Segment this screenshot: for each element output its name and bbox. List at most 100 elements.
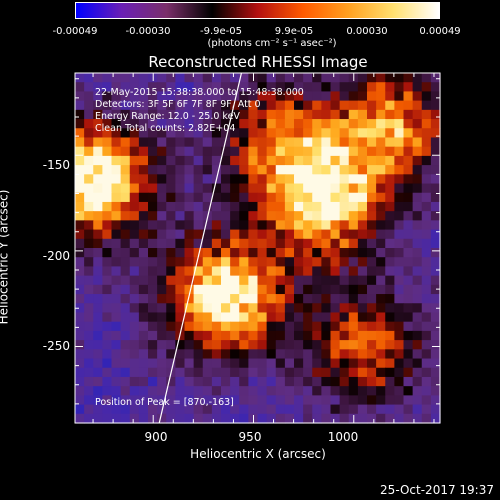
heatmap-cell xyxy=(321,413,332,424)
heatmap-cell xyxy=(148,146,158,157)
heatmap-cell xyxy=(248,312,259,323)
heatmap-cell xyxy=(367,82,377,93)
heatmap-cell xyxy=(348,395,359,406)
heatmap-cell xyxy=(357,367,368,378)
heatmap-cell xyxy=(357,266,368,277)
heatmap-cell xyxy=(221,284,231,295)
heatmap-cell xyxy=(257,358,268,369)
heatmap-cell xyxy=(275,192,286,203)
heatmap-cell xyxy=(166,386,176,396)
heatmap-cell xyxy=(193,284,204,295)
heatmap-cell xyxy=(357,73,368,83)
heatmap-cell xyxy=(321,395,332,406)
heatmap-cell xyxy=(266,238,277,249)
heatmap-cell xyxy=(339,284,350,295)
heatmap-cell xyxy=(275,128,286,139)
heatmap-cell xyxy=(157,119,167,129)
heatmap-cell xyxy=(93,294,103,304)
heatmap-cell xyxy=(430,183,441,194)
heatmap-cell xyxy=(266,229,277,240)
heatmap-cell xyxy=(102,248,113,258)
heatmap-cell xyxy=(175,284,186,295)
heatmap-cell xyxy=(357,284,368,295)
heatmap-cell xyxy=(166,73,176,83)
heatmap-cell xyxy=(312,367,322,378)
heatmap-cell xyxy=(175,91,186,102)
heatmap-cell xyxy=(385,155,395,166)
heatmap-cell xyxy=(148,349,158,360)
heatmap-cell xyxy=(93,321,103,332)
heatmap-cell xyxy=(376,257,386,268)
heatmap-cell xyxy=(421,257,432,268)
heatmap-cell xyxy=(339,386,350,396)
heatmap-cell xyxy=(403,257,414,268)
heatmap-cell xyxy=(303,275,313,286)
heatmap-cell xyxy=(257,91,268,102)
heatmap-cell xyxy=(330,155,341,166)
heatmap-cell xyxy=(129,229,140,240)
heatmap-cell xyxy=(184,386,195,396)
heatmap-cell xyxy=(148,100,158,111)
heatmap-cell xyxy=(403,284,414,295)
heatmap-cell xyxy=(321,155,332,166)
heatmap-cell xyxy=(75,275,85,286)
heatmap-cell xyxy=(230,100,240,111)
heatmap-cell xyxy=(248,284,259,295)
heatmap-cell xyxy=(193,257,204,268)
heatmap-cell xyxy=(294,413,304,424)
heatmap-cell xyxy=(248,386,259,396)
heatmap-cell xyxy=(357,303,368,314)
heatmap-cell xyxy=(175,100,186,111)
heatmap-cell xyxy=(412,257,423,268)
heatmap-cell xyxy=(348,109,359,120)
heatmap-cell xyxy=(93,303,103,314)
heatmap-cell xyxy=(248,128,259,139)
heatmap-cell xyxy=(257,100,268,111)
heatmap-cell xyxy=(376,155,386,166)
heatmap-cell xyxy=(303,82,313,93)
heatmap-cell xyxy=(430,349,441,360)
heatmap-cell xyxy=(275,395,286,406)
heatmap-cell xyxy=(284,367,295,378)
plot-frame xyxy=(74,72,441,424)
heatmap-cell xyxy=(294,358,304,369)
heatmap-cell xyxy=(403,220,414,231)
heatmap-cell xyxy=(312,201,322,212)
heatmap-cell xyxy=(430,386,441,396)
heatmap-cell xyxy=(148,266,158,277)
heatmap-cell xyxy=(294,155,304,166)
heatmap-cell xyxy=(93,404,103,415)
heatmap-cell xyxy=(102,174,113,185)
heatmap-cell xyxy=(75,312,85,323)
heatmap-cell xyxy=(120,220,131,231)
heatmap-cell xyxy=(284,119,295,129)
heatmap-cell xyxy=(412,82,423,93)
heatmap-cell xyxy=(221,257,231,268)
heatmap-cell xyxy=(321,82,332,93)
heatmap-cell xyxy=(129,395,140,406)
heatmap-cell xyxy=(202,358,213,369)
heatmap-cell xyxy=(348,248,359,258)
heatmap-cell xyxy=(211,349,222,360)
heatmap-cell xyxy=(266,100,277,111)
heatmap-cell xyxy=(239,155,249,166)
heatmap-cell xyxy=(129,330,140,341)
heatmap-cell xyxy=(138,266,149,277)
heatmap-cell xyxy=(93,266,103,277)
heatmap-cell xyxy=(138,284,149,295)
heatmap-cell xyxy=(294,82,304,93)
heatmap-cell xyxy=(239,82,249,93)
heatmap-cell xyxy=(294,312,304,323)
heatmap-cell xyxy=(239,248,249,258)
heatmap-cell xyxy=(221,192,231,203)
heatmap-cell xyxy=(75,109,85,120)
heatmap-cell xyxy=(275,174,286,185)
heatmap-cell xyxy=(221,82,231,93)
heatmap-cell xyxy=(339,248,350,258)
heatmap-cell xyxy=(412,220,423,231)
heatmap-cell xyxy=(129,73,140,83)
heatmap-cell xyxy=(157,257,167,268)
heatmap-cell xyxy=(312,294,322,304)
heatmap-cell xyxy=(330,183,341,194)
heatmap-cell xyxy=(339,146,350,157)
